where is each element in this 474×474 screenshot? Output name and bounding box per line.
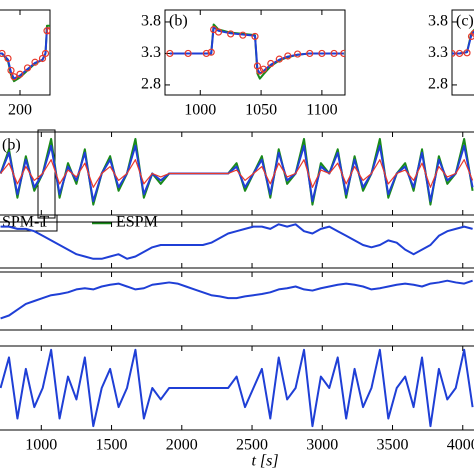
marker (452, 49, 456, 58)
marker (227, 30, 235, 38)
legend-frame (0, 215, 58, 232)
x-tick-label: 1000 (184, 102, 216, 119)
panel-frame (164, 9, 346, 96)
panel-label: (b) (169, 13, 188, 30)
marker (7, 66, 15, 75)
y-tick-label: 3.3 (141, 44, 161, 61)
x-axis-label: t [s] (251, 453, 278, 470)
marker (31, 58, 39, 66)
panel-frame (0, 9, 51, 96)
marker (293, 50, 302, 58)
marker (38, 54, 47, 63)
x-tick-label: 1100 (306, 102, 337, 119)
marker (256, 67, 264, 75)
marker (470, 29, 474, 37)
y-tick-label: 3.3 (428, 44, 448, 61)
y-tick-label: 2.8 (428, 76, 448, 93)
marker (306, 49, 314, 58)
series-line (0, 144, 474, 203)
series-line (0, 348, 474, 428)
x-tick-label: 2000 (166, 437, 198, 454)
marker (340, 49, 345, 58)
marker (463, 49, 471, 57)
marker (259, 65, 268, 73)
plot-area (0, 24, 50, 83)
series-line (452, 30, 474, 55)
x-tick-label: 200 (8, 102, 32, 119)
marker (10, 73, 18, 81)
series-line (0, 279, 473, 320)
marker (207, 48, 215, 56)
x-tick-label: 3000 (306, 437, 338, 454)
marker (239, 31, 247, 39)
panel-label: (b) (2, 137, 21, 154)
x-tick-label: 2500 (236, 437, 268, 454)
plot-area (0, 223, 473, 260)
y-tick-label: 3.8 (428, 13, 448, 30)
plot-area (0, 279, 473, 320)
marker (4, 54, 12, 63)
marker (46, 27, 50, 35)
marker (267, 59, 275, 68)
x-tick-label: 4000 (447, 437, 474, 454)
series-line (0, 159, 474, 188)
series-line (0, 27, 50, 80)
marker (284, 52, 292, 60)
x-tick-label: 3500 (377, 437, 409, 454)
marker (166, 49, 174, 58)
x-tick-label: 1050 (245, 102, 277, 119)
marker (214, 28, 223, 36)
plot-area (0, 348, 474, 428)
plot-area (166, 23, 345, 80)
series-line (0, 223, 473, 260)
marker (202, 49, 210, 58)
marker (41, 49, 50, 58)
marker (330, 49, 338, 58)
marker (455, 49, 464, 58)
plot-area (452, 28, 474, 58)
y-tick-label: 2.8 (141, 76, 161, 93)
marker (318, 49, 326, 58)
marker (275, 55, 283, 63)
marker (16, 70, 24, 78)
plot-area (0, 137, 474, 206)
panel-label: (c) (456, 13, 474, 30)
zoom-box (37, 129, 56, 219)
marker (23, 64, 32, 72)
x-tick-label: 1500 (96, 437, 128, 454)
y-tick-label: 3.8 (141, 13, 161, 30)
marker (0, 49, 6, 58)
marker (184, 49, 192, 58)
marker (251, 32, 259, 41)
x-tick-label: 1000 (25, 437, 57, 454)
marker (43, 27, 50, 35)
